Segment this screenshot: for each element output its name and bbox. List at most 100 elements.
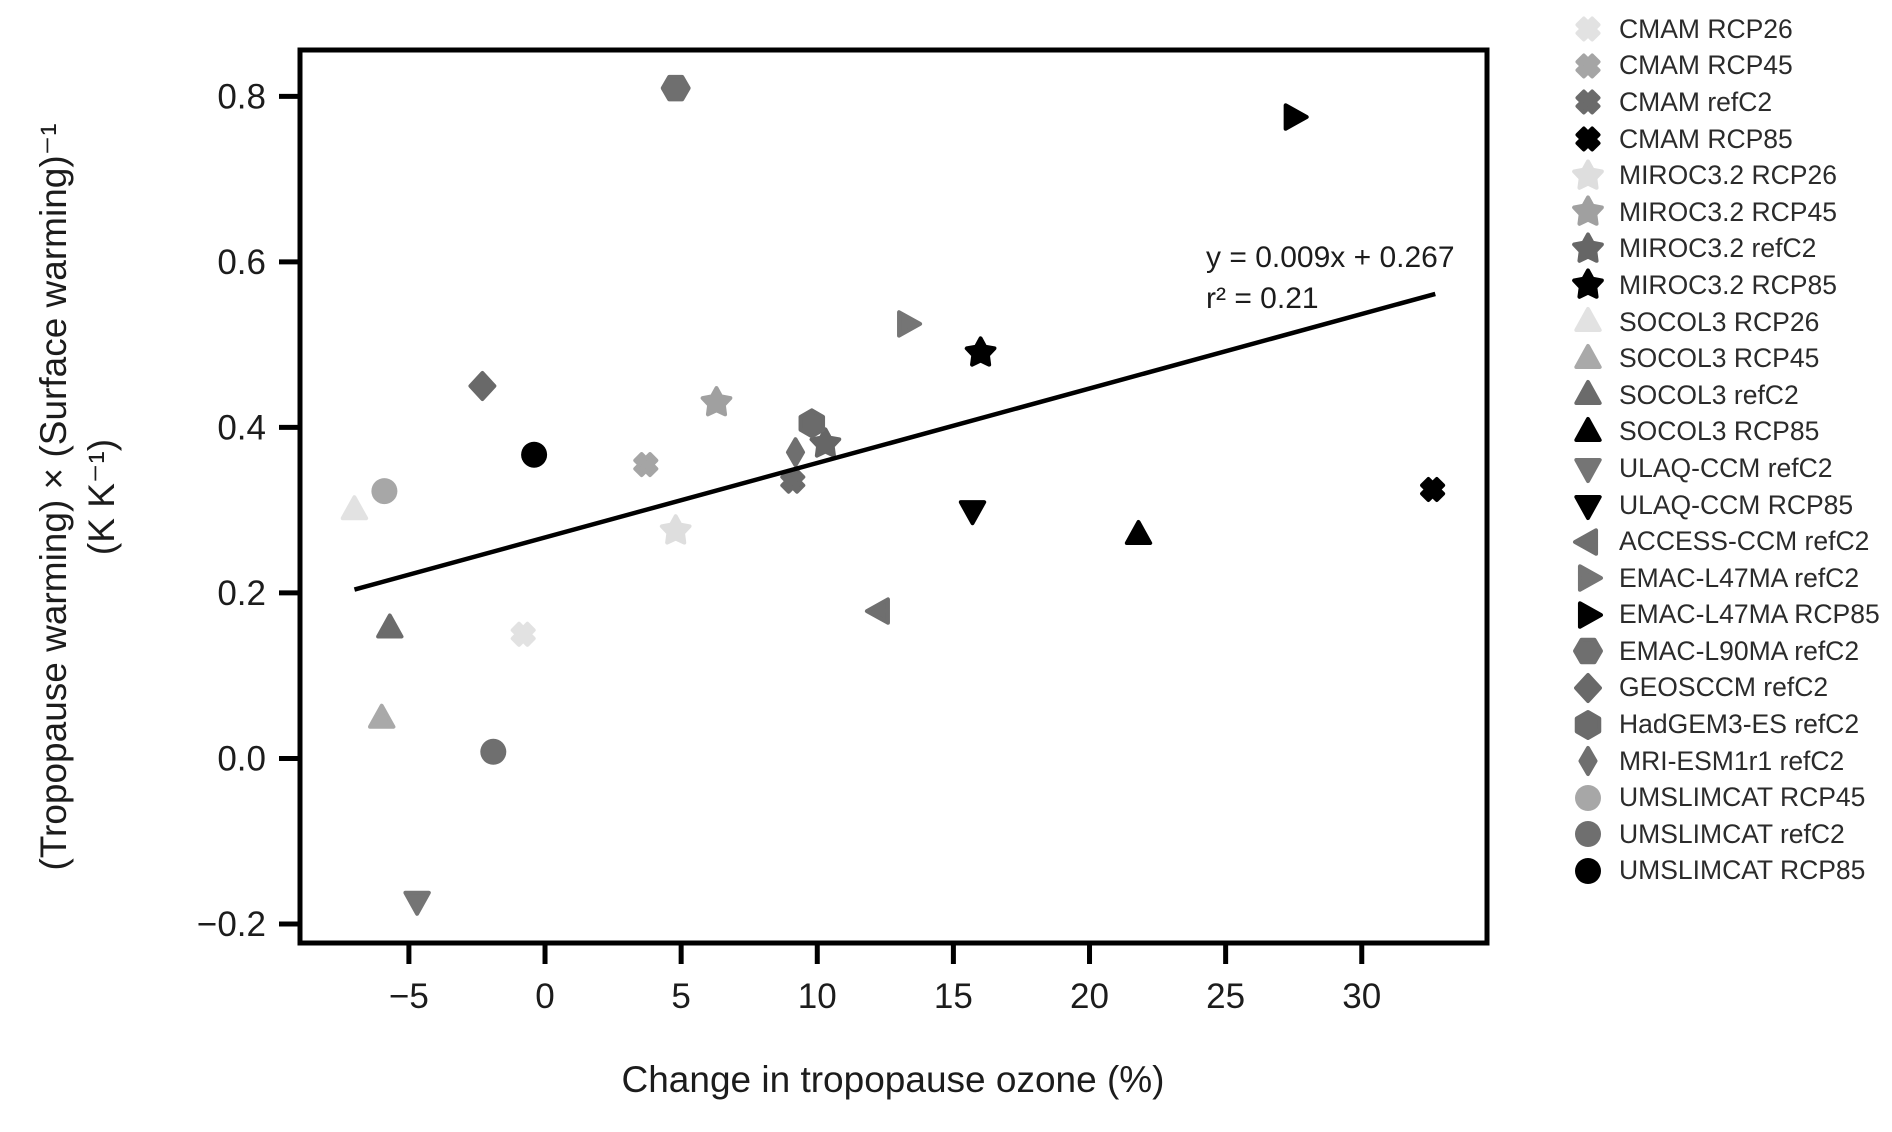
- legend-item: HadGEM3-ES refC2: [1570, 706, 1880, 743]
- legend-marker-triangle-right-icon: [1577, 564, 1603, 592]
- legend-marker-star-icon: [1572, 159, 1604, 190]
- legend-marker-icon: [1572, 232, 1604, 263]
- x-axis-label: Change in tropopause ozone (%): [621, 1059, 1165, 1100]
- legend-item-label: CMAM RCP85: [1619, 123, 1793, 154]
- legend-marker-icon: [1573, 527, 1599, 556]
- regression-annotation: y = 0.009x + 0.267 r² = 0.21: [1206, 238, 1455, 319]
- y-axis-label-line2: (K K⁻¹): [81, 438, 122, 556]
- legend-marker-icon: [1574, 672, 1602, 703]
- x-tick-label: 0: [535, 977, 554, 1016]
- data-point-miroc3-2-rcp26: [659, 514, 692, 545]
- legend-item-label: UMSLIMCAT refC2: [1619, 818, 1845, 849]
- data-point-emac-l47ma-rcp85: [1283, 103, 1309, 131]
- legend-item-label: MIROC3.2 RCP45: [1619, 196, 1837, 227]
- legend-item-label: UMSLIMCAT RCP85: [1619, 855, 1866, 886]
- regression-r-squared: r² = 0.21: [1206, 281, 1319, 315]
- legend-item: MIROC3.2 refC2: [1570, 231, 1880, 268]
- legend-item: UMSLIMCAT RCP45: [1570, 779, 1880, 816]
- legend-item-label: CMAM RCP26: [1619, 13, 1793, 44]
- y-tick-label: 0.8: [217, 77, 266, 116]
- legend-marker-triangle-down-icon: [1574, 494, 1602, 521]
- legend-item: CMAM RCP26: [1570, 11, 1880, 48]
- y-tick-label: 0.6: [217, 243, 266, 282]
- legend-item-label: GEOSCCM refC2: [1619, 672, 1829, 703]
- legend-item-label: ULAQ-CCM RCP85: [1619, 489, 1854, 520]
- data-point-hadgem3-es-refc2: [798, 408, 826, 439]
- legend-marker-x-filled-icon: [1575, 16, 1601, 42]
- legend-marker-diamond-icon: [1574, 672, 1602, 703]
- legend-item-label: EMAC-L47MA refC2: [1619, 562, 1860, 593]
- x-tick-label: 25: [1206, 977, 1245, 1016]
- data-point-umslimcat-refc2: [480, 738, 507, 765]
- legend-item: EMAC-L47MA RCP85: [1570, 597, 1880, 634]
- legend-item-label: ACCESS-CCM refC2: [1619, 526, 1870, 557]
- legend-item: UMSLIMCAT refC2: [1570, 816, 1880, 853]
- legend-marker-icon: [1577, 564, 1603, 592]
- legend-marker-triangle-left-icon: [1573, 527, 1599, 556]
- legend-marker-star-icon: [1572, 268, 1604, 300]
- legend-marker-icon: [1575, 821, 1601, 848]
- regression-line: [353, 291, 1436, 592]
- y-tick-label: 0.4: [217, 408, 266, 447]
- legend-marker-triangle-down-icon: [1574, 458, 1602, 484]
- legend-marker-icon: [1575, 126, 1601, 152]
- legend-item: CMAM RCP45: [1570, 48, 1880, 85]
- data-point-emac-l47ma-refc2: [897, 310, 923, 338]
- legend-item-label: SOCOL3 RCP85: [1619, 416, 1820, 447]
- y-axis-label: (Tropopause warming) × (Surface warming)…: [30, 123, 126, 870]
- legend-item: MIROC3.2 RCP26: [1570, 157, 1880, 194]
- legend-marker-triangle-up-icon: [1574, 380, 1602, 406]
- y-tick-label: 0.2: [217, 574, 266, 613]
- legend-item-label: CMAM RCP45: [1619, 50, 1793, 81]
- legend-marker-star-icon: [1572, 195, 1604, 227]
- x-tick-label: 15: [934, 977, 973, 1016]
- legend-marker-icon: [1575, 784, 1601, 811]
- x-tick-label: 30: [1342, 977, 1381, 1016]
- legend-marker-icon: [1574, 709, 1602, 740]
- data-point-cmam-rcp45: [633, 452, 659, 478]
- legend-item: UMSLIMCAT RCP85: [1570, 853, 1880, 890]
- legend-item-label: SOCOL3 refC2: [1619, 379, 1799, 410]
- legend-marker-icon: [1574, 307, 1602, 333]
- legend-item-label: UMSLIMCAT RCP45: [1619, 782, 1866, 813]
- legend-item-label: MRI-ESM1r1 refC2: [1619, 745, 1845, 776]
- legend-marker-x-filled-icon: [1575, 89, 1601, 115]
- y-tick-label: −0.2: [197, 905, 266, 944]
- legend-item-label: MIROC3.2 RCP85: [1619, 269, 1837, 300]
- data-point-cmam-rcp26: [510, 621, 536, 647]
- data-point-ulaq-ccm-refc2: [403, 890, 431, 916]
- legend-marker-icon: [1575, 53, 1601, 79]
- y-tick-label: 0.0: [217, 739, 266, 778]
- legend-marker-icon: [1575, 89, 1601, 115]
- legend-item: SOCOL3 RCP45: [1570, 340, 1880, 377]
- data-point-miroc3-2-rcp85: [964, 336, 997, 367]
- legend-item: MIROC3.2 RCP45: [1570, 194, 1880, 231]
- data-point-socol3-refc2: [376, 613, 404, 639]
- legend-item: ULAQ-CCM refC2: [1570, 450, 1880, 487]
- legend-item-label: MIROC3.2 refC2: [1619, 233, 1817, 264]
- legend-marker-icon: [1574, 343, 1602, 369]
- data-point-cmam-rcp85: [1420, 476, 1446, 503]
- data-point-socol3-rcp45: [368, 703, 396, 729]
- data-point-umslimcat-rcp85: [521, 441, 548, 468]
- y-axis-label-line1: (Tropopause warming) × (Surface warming)…: [32, 123, 74, 871]
- legend-item-label: SOCOL3 RCP26: [1619, 306, 1820, 337]
- legend-item-label: SOCOL3 RCP45: [1619, 343, 1820, 374]
- legend-marker-circle-icon: [1575, 784, 1601, 811]
- legend-item: EMAC-L90MA refC2: [1570, 633, 1880, 670]
- legend-marker-icon: [1575, 857, 1601, 884]
- legend-marker-triangle-up-icon: [1574, 416, 1602, 442]
- data-point-umslimcat-rcp45: [371, 478, 398, 505]
- legend-item-label: EMAC-L90MA refC2: [1619, 635, 1860, 666]
- legend-marker-icon: [1574, 494, 1602, 521]
- legend-item: EMAC-L47MA refC2: [1570, 560, 1880, 597]
- legend-marker-triangle-up-icon: [1574, 307, 1602, 333]
- legend-item: MIROC3.2 RCP85: [1570, 267, 1880, 304]
- legend: CMAM RCP26 CMAM RCP45 CMAM refC2 CMAM RCP85…: [1570, 11, 1880, 889]
- legend-marker-hexagon-flat-icon: [1573, 638, 1603, 665]
- legend-item-label: HadGEM3-ES refC2: [1619, 709, 1860, 740]
- data-point-emac-l90ma-refc2: [660, 74, 691, 102]
- legend-marker-icon: [1574, 380, 1602, 406]
